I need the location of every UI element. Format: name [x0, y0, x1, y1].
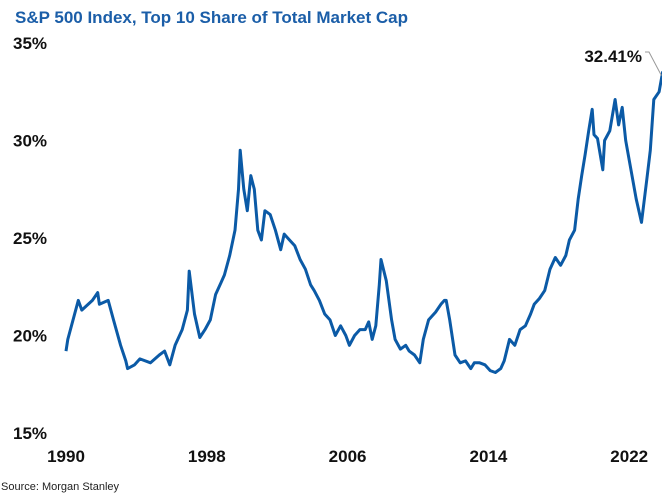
callout-leader-line — [645, 51, 662, 76]
y-tick-label: 30% — [13, 132, 47, 151]
series-line — [64, 70, 662, 374]
source-note: Source: Morgan Stanley — [1, 481, 120, 493]
y-axis-ticks: 15% 20% 25% 30% 35% — [13, 34, 47, 443]
x-tick-label: 2006 — [329, 447, 367, 466]
x-tick-label: 1990 — [47, 447, 85, 466]
x-tick-label: 2022 — [610, 447, 648, 466]
y-tick-label: 20% — [13, 327, 47, 346]
y-tick-label: 35% — [13, 34, 47, 53]
x-tick-label: 1998 — [188, 447, 226, 466]
x-axis-ticks: 1990 1998 2006 2014 2022 — [47, 447, 648, 466]
x-tick-label: 2014 — [469, 447, 507, 466]
chart-title: S&P 500 Index, Top 10 Share of Total Mar… — [15, 8, 408, 27]
y-tick-label: 15% — [13, 424, 47, 443]
y-tick-label: 25% — [13, 229, 47, 248]
last-value-callout: 32.41% — [584, 47, 642, 66]
